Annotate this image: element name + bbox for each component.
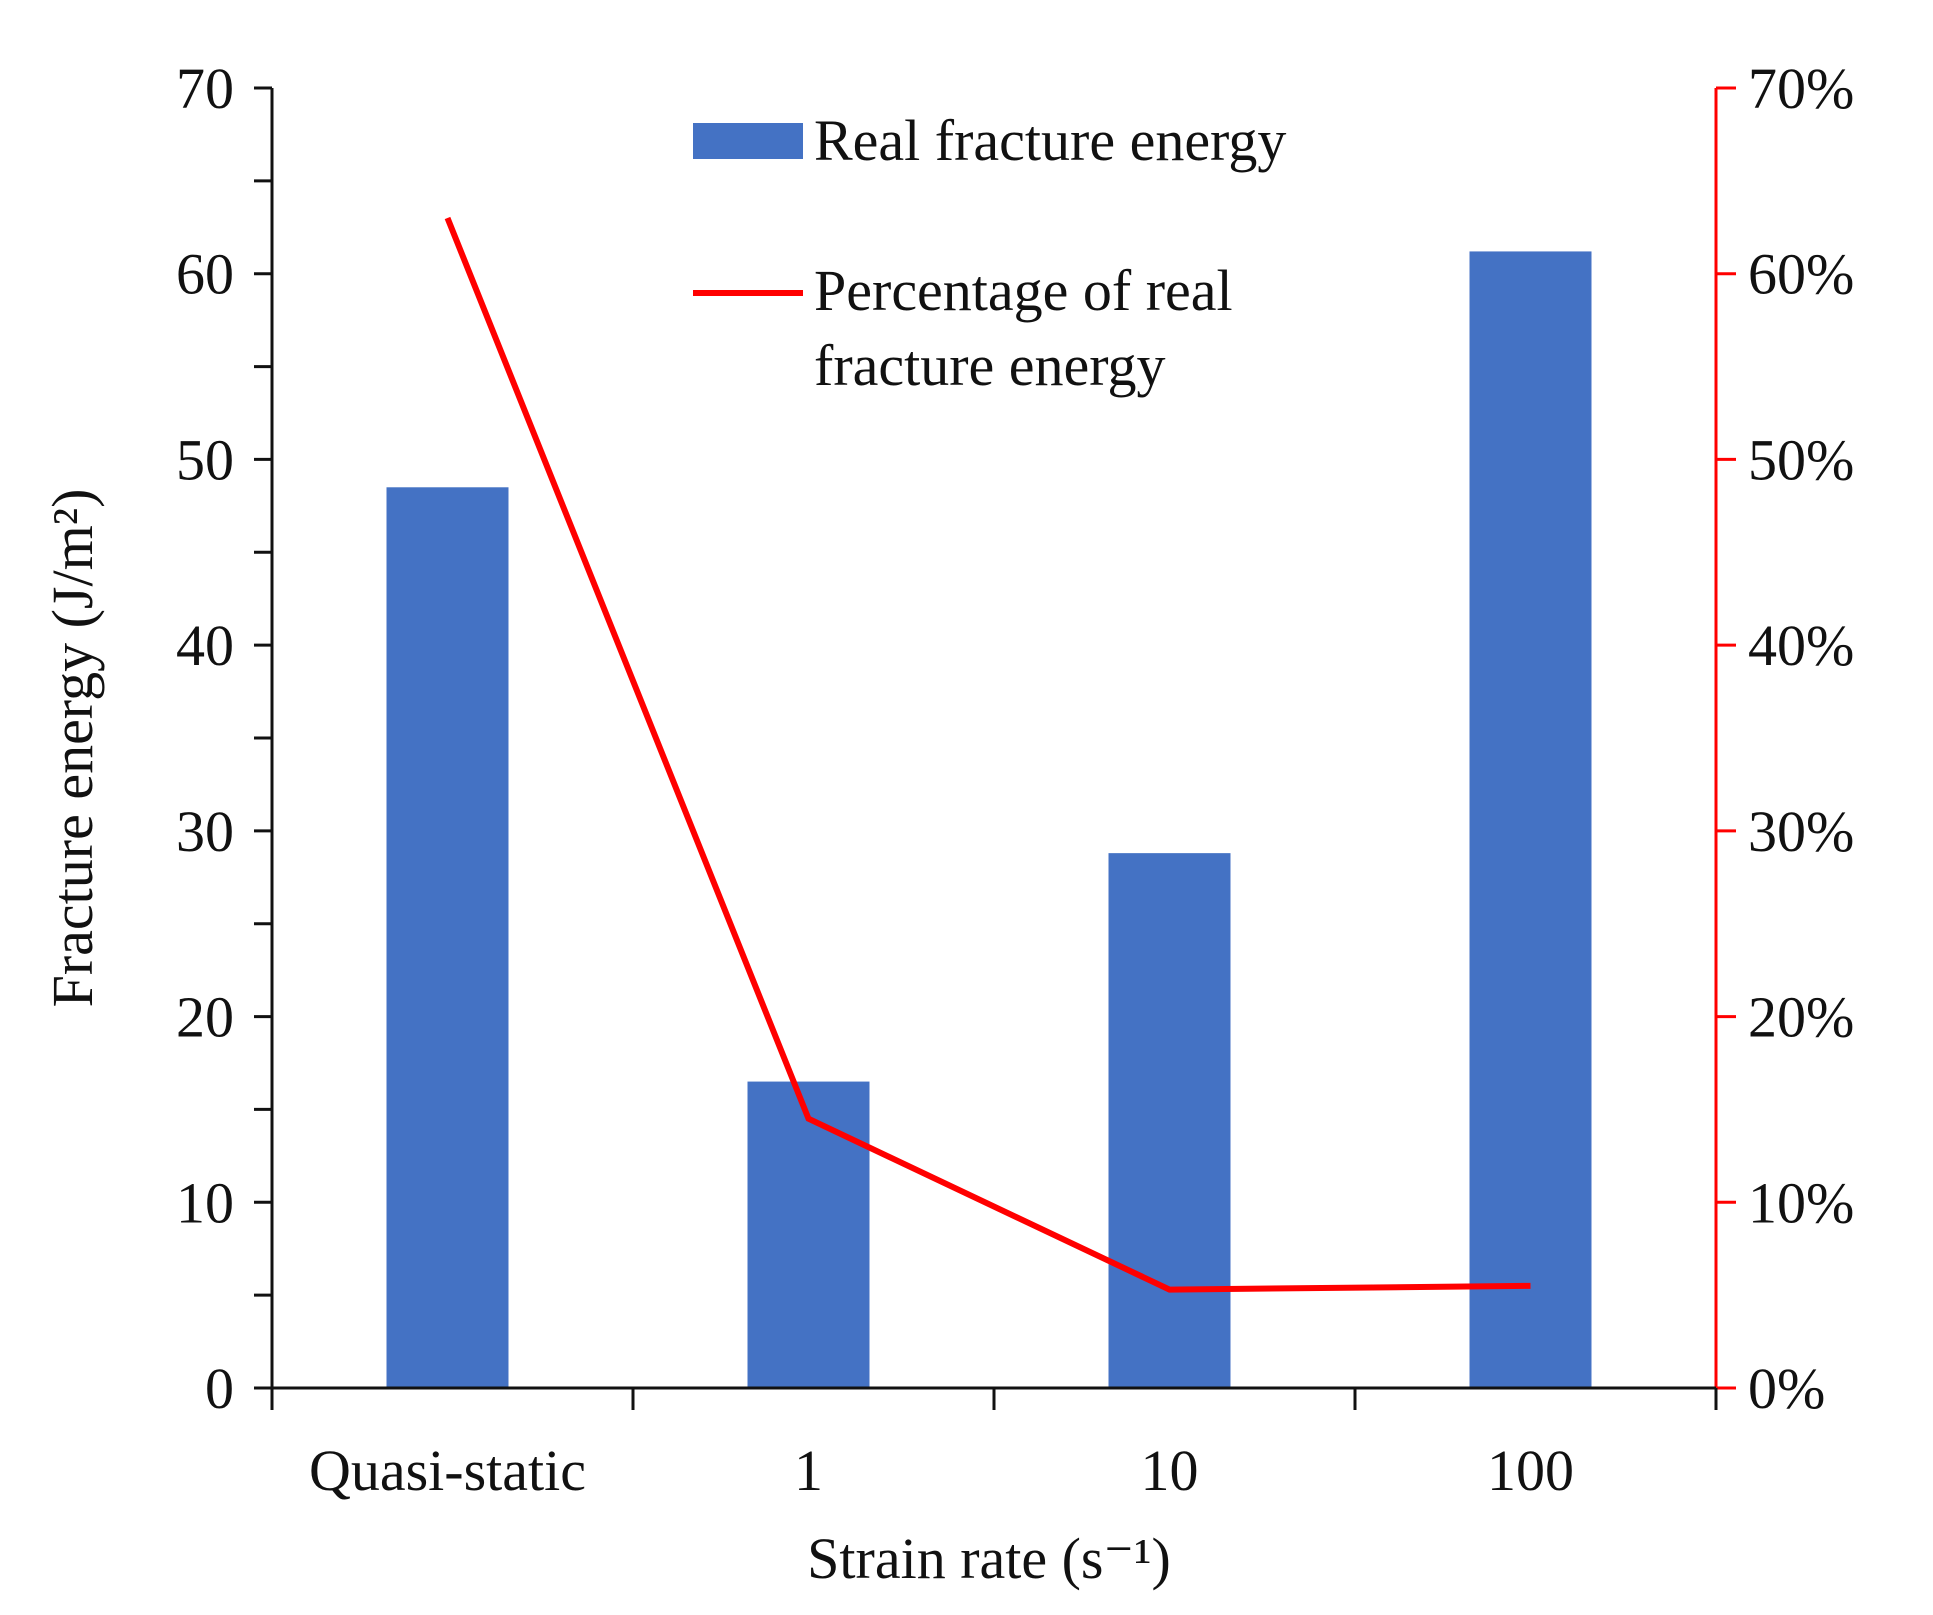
right-tick-label: 70% [1748, 56, 1854, 121]
percentage-line [444, 216, 1531, 1293]
legend-bar-swatch [693, 123, 803, 159]
right-tick-label: 30% [1748, 799, 1854, 864]
x-axis-title: Strain rate (s⁻¹) [807, 1526, 1171, 1591]
left-tick-label: 50 [176, 427, 234, 492]
legend-label-bars: Real fracture energy [814, 108, 1286, 173]
legend: Real fracture energy Percentage of real fr… [693, 108, 1286, 398]
x-tick-label: Quasi-static [309, 1438, 586, 1503]
x-tick-label: 100 [1487, 1438, 1574, 1503]
plot-area: 0 10 20 30 40 50 60 70 0% 10% 20% 30% 40% 50% 60% 70% Qu… [40, 56, 1854, 1591]
right-tick-label: 0% [1748, 1356, 1825, 1421]
legend-label-line: fracture energy [814, 333, 1166, 398]
right-tick-label: 20% [1748, 985, 1854, 1050]
bar-3 [1469, 251, 1592, 1388]
x-tick-label: 1 [794, 1438, 823, 1503]
right-tick-label: 10% [1748, 1170, 1854, 1235]
legend-label-line: Percentage of real [814, 258, 1233, 323]
left-tick-label: 70 [176, 56, 234, 121]
right-tick-label: 50% [1748, 427, 1854, 492]
x-tick-label: 10 [1141, 1438, 1199, 1503]
left-tick-label: 30 [176, 799, 234, 864]
right-tick-label: 40% [1748, 613, 1854, 678]
y-axis-title: Fracture energy (J/m²) [40, 489, 105, 1008]
bar-2 [1108, 853, 1231, 1388]
left-tick-label: 10 [176, 1170, 234, 1235]
bar-0 [386, 487, 509, 1388]
left-tick-label: 60 [176, 242, 234, 307]
right-tick-label: 60% [1748, 242, 1854, 307]
left-tick-label: 0 [205, 1356, 234, 1421]
left-tick-label: 20 [176, 985, 234, 1050]
left-tick-label: 40 [176, 613, 234, 678]
bar-1 [747, 1081, 870, 1388]
